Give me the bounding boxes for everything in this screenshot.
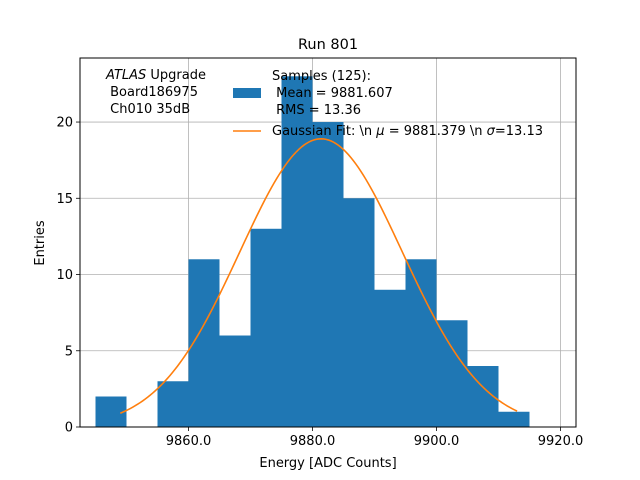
legend: Samples (125): Mean = 9881.607 RMS = 13.… bbox=[233, 69, 543, 139]
histogram-bar bbox=[250, 228, 282, 427]
histogram-bar bbox=[405, 259, 437, 427]
legend-fit-label: Gaussian Fit: \n μ = 9881.379 \n σ=13.13 bbox=[272, 124, 543, 139]
histogram-bar bbox=[498, 411, 530, 427]
histogram-bar bbox=[343, 198, 375, 427]
histogram-bar bbox=[281, 76, 313, 428]
y-tick-label: 5 bbox=[65, 344, 73, 359]
y-axis-ticks: 0 5 10 15 20 bbox=[56, 116, 80, 436]
legend-samples-line1: Samples (125): bbox=[272, 69, 371, 84]
gaussian-fit bbox=[119, 138, 518, 414]
legend-samples-line3: RMS = 13.36 bbox=[272, 103, 361, 118]
atlas-label: ATLAS bbox=[105, 68, 146, 83]
x-axis-label: Energy [ADC Counts] bbox=[259, 456, 396, 471]
legend-samples-swatch bbox=[233, 88, 261, 98]
plot-frame bbox=[79, 57, 577, 428]
histogram-bar bbox=[95, 396, 127, 427]
gaussian-fit-line bbox=[119, 138, 518, 414]
y-tick-label: 15 bbox=[56, 192, 73, 207]
histogram-bar bbox=[219, 335, 251, 427]
legend-samples-line2: Mean = 9881.607 bbox=[272, 86, 393, 101]
board-label: Board186975 bbox=[106, 85, 198, 100]
histogram-bars bbox=[95, 76, 530, 428]
x-tick-label: 9860.0 bbox=[166, 434, 212, 449]
atlas-annotation: ATLAS Upgrade Board186975 Ch010 35dB bbox=[105, 68, 206, 117]
y-tick-label: 10 bbox=[56, 268, 73, 283]
histogram-bar bbox=[157, 381, 189, 427]
y-tick-label: 20 bbox=[56, 116, 73, 131]
x-tick-label: 9920.0 bbox=[538, 434, 584, 449]
y-axis-label: Entries bbox=[33, 220, 48, 266]
histogram-bar bbox=[374, 289, 406, 427]
channel-label: Ch010 35dB bbox=[106, 102, 190, 117]
svg-text:ATLAS Upgrade: ATLAS Upgrade bbox=[105, 68, 206, 83]
y-tick-label: 0 bbox=[65, 421, 73, 436]
x-tick-label: 9880.0 bbox=[290, 434, 336, 449]
chart-title: Run 801 bbox=[298, 37, 358, 53]
histogram-bar bbox=[436, 320, 468, 427]
upgrade-label: Upgrade bbox=[146, 68, 206, 83]
x-tick-label: 9900.0 bbox=[414, 434, 460, 449]
histogram-bar bbox=[312, 122, 344, 427]
x-axis-ticks: 9860.0 9880.0 9900.0 9920.0 bbox=[166, 427, 584, 449]
